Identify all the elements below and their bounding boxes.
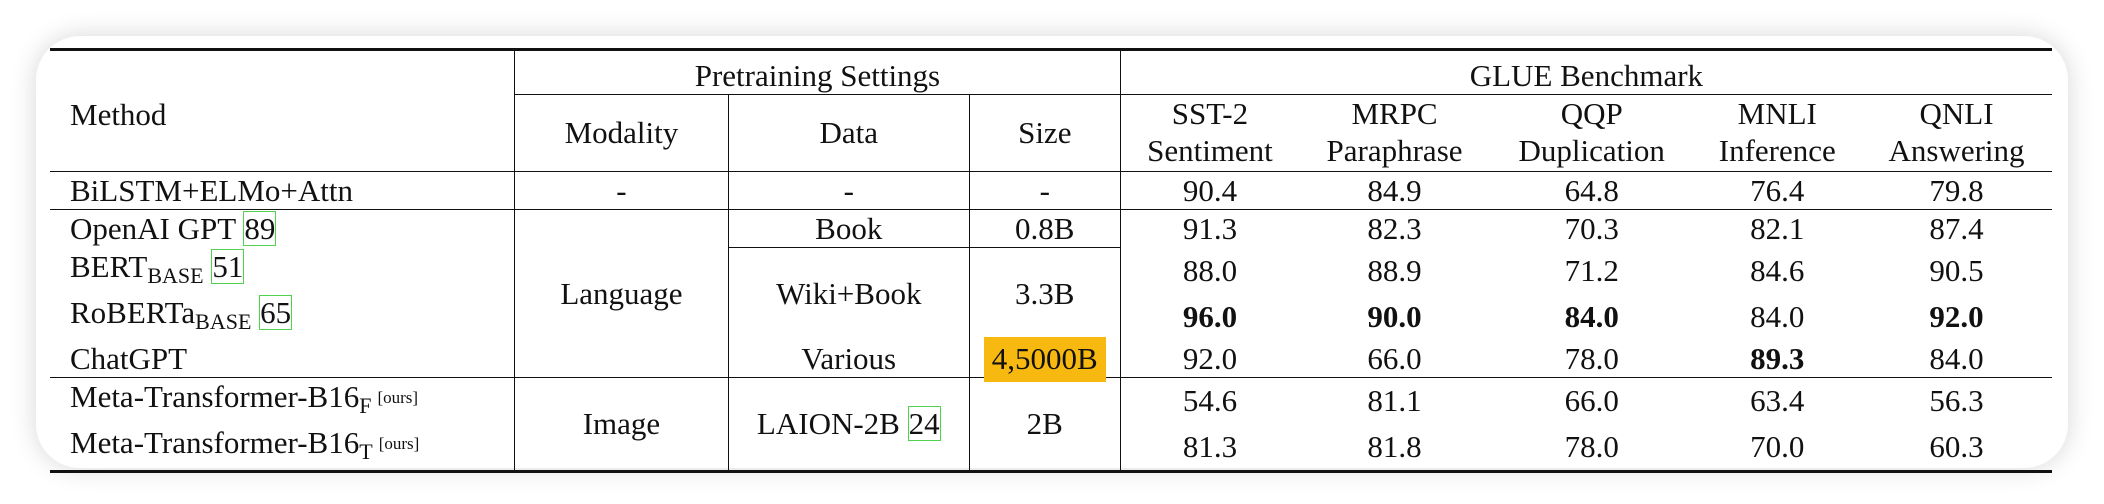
score-cell: 66.0: [1367, 340, 1422, 376]
pretraining-settings-header: Pretraining Settings: [514, 49, 1121, 95]
size-cell: 0.8B: [969, 209, 1121, 248]
score-cell: 82.1: [1750, 211, 1805, 247]
method-cell: BiLSTM+ELMo+Attn: [50, 171, 516, 210]
task-header-sst2: SST-2 Sentiment: [1147, 96, 1273, 168]
score-cell: 70.3: [1564, 211, 1619, 247]
task-header-qnli: QNLI Answering: [1888, 96, 2025, 168]
header-row-2: Modality Data Size SST-2 Sentiment MRPC Pa…: [50, 94, 2052, 172]
score-cell: 84.0: [1929, 340, 1984, 376]
score-cell: 81.1: [1367, 383, 1422, 418]
glue-benchmark-header: GLUE Benchmark: [1120, 49, 2052, 95]
score-cell: 63.4: [1750, 383, 1805, 418]
score-cell: 66.0: [1564, 383, 1619, 418]
score-cell-best: 90.0: [1367, 299, 1422, 334]
score-cell: 81.3: [1182, 429, 1238, 464]
table-row: BiLSTM+ELMo+Attn - - - 90.4 84.9 64.8 76…: [50, 171, 2052, 210]
method-header: Method: [50, 49, 516, 172]
method-cell: RoBERTaBASE 65: [50, 293, 516, 340]
score-cell: 79.8: [1929, 173, 1984, 208]
score-cell: 70.0: [1750, 429, 1805, 464]
score-cell: 78.0: [1564, 429, 1619, 464]
score-cell: 56.3: [1929, 383, 1984, 418]
header-row-1: Method Pretraining Settings GLUE Benchma…: [50, 49, 2052, 172]
citation-link[interactable]: 65: [259, 294, 293, 330]
citation-link[interactable]: 51: [211, 248, 245, 284]
modality-cell: -: [514, 171, 729, 210]
score-cell: 81.8: [1367, 429, 1422, 464]
method-cell: BERTBASE 51: [50, 247, 516, 294]
data-header: Data: [728, 94, 970, 172]
score-cell: 78.0: [1564, 340, 1619, 376]
task-header-qqp: QQP Duplication: [1518, 96, 1665, 168]
score-cell-best: 89.3: [1750, 340, 1805, 376]
score-cell: 87.4: [1929, 211, 1984, 247]
table-row: Meta-Transformer-B16F [ours] Image LAION-…: [50, 377, 2052, 471]
table-row: BERTBASE 51 Wiki+Book 3.3B 88.0 88.9 71.…: [50, 247, 2052, 340]
score-cell-best: 92.0: [1929, 299, 1984, 334]
score-cell-best: 84.0: [1564, 299, 1619, 334]
table-row: ChatGPT Various 4,5000B 92.0 66.0 78.0 8…: [50, 336, 2052, 382]
table-card: Method Pretraining Settings GLUE Benchma…: [36, 36, 2068, 473]
table-row: RoBERTaBASE 65 96.0 90.0 84.0 84.0 92.0: [50, 293, 2052, 340]
score-cell: 76.4: [1750, 173, 1805, 208]
modality-header: Modality: [514, 94, 729, 172]
score-cell: 88.0: [1182, 253, 1238, 288]
data-cell: LAION-2B 24: [728, 377, 970, 471]
task-header-mnli: MNLI Inference: [1718, 96, 1836, 168]
size-cell: 3.3B: [969, 247, 1121, 340]
table-row: Meta-Transformer-B16T [ours] 81.3 81.8 78…: [50, 423, 2052, 471]
method-cell: Meta-Transformer-B16T [ours]: [50, 423, 516, 471]
score-cell-best: 96.0: [1182, 299, 1238, 334]
size-header: Size: [969, 94, 1121, 172]
score-cell: 90.4: [1182, 173, 1238, 208]
method-cell: Meta-Transformer-B16F [ours]: [50, 377, 516, 424]
score-cell: 64.8: [1564, 173, 1619, 208]
size-cell: 4,5000B: [969, 336, 1121, 382]
table-row: OpenAI GPT 89 Language Book 0.8B 91.3 82…: [50, 209, 2052, 377]
task-header-mrpc: MRPC Paraphrase: [1326, 96, 1463, 168]
citation-link[interactable]: 89: [243, 211, 277, 247]
glue-results-table: Method Pretraining Settings GLUE Benchma…: [50, 48, 2052, 473]
score-cell: 88.9: [1367, 253, 1422, 288]
method-cell: ChatGPT: [50, 339, 516, 377]
score-cell: 84.9: [1367, 173, 1422, 208]
modality-cell-image: Image: [514, 377, 729, 471]
modality-cell-language: Language: [514, 209, 729, 377]
score-cell: 84.6: [1750, 253, 1805, 288]
score-cell: 71.2: [1564, 253, 1619, 288]
data-cell: -: [728, 171, 970, 210]
score-cell: 92.0: [1182, 340, 1238, 376]
score-cell: 84.0: [1750, 299, 1805, 334]
data-cell: Various: [728, 339, 970, 377]
score-cell: 90.5: [1929, 253, 1984, 288]
score-cell: 54.6: [1182, 383, 1238, 418]
highlighted-size: 4,5000B: [983, 336, 1106, 382]
size-cell: 2B: [969, 377, 1121, 471]
score-cell: 91.3: [1182, 211, 1238, 247]
method-cell: OpenAI GPT 89: [50, 209, 516, 248]
score-cell: 82.3: [1367, 211, 1422, 247]
size-cell: -: [969, 171, 1121, 210]
data-cell: Book: [728, 209, 970, 248]
citation-link[interactable]: 24: [907, 406, 941, 441]
data-cell: Wiki+Book: [728, 247, 970, 340]
score-cell: 60.3: [1929, 429, 1984, 464]
